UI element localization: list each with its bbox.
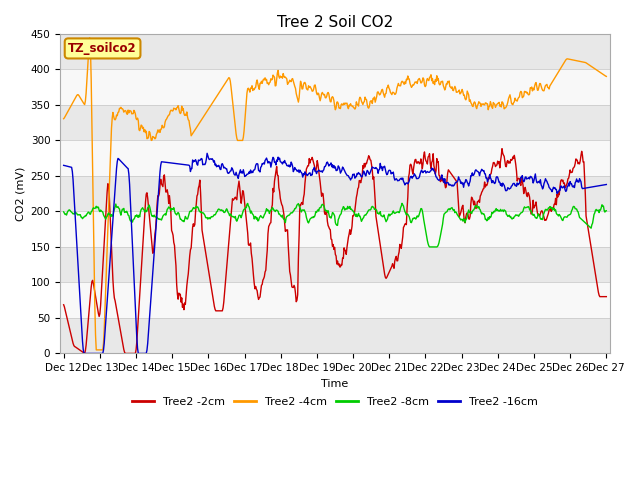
Text: TZ_soilco2: TZ_soilco2 [68, 42, 137, 55]
Bar [60, 176, 610, 211]
X-axis label: Time: Time [321, 379, 349, 389]
Bar [60, 211, 610, 247]
Bar [60, 141, 610, 176]
Bar [60, 34, 610, 70]
Bar [60, 282, 610, 318]
Title: Tree 2 Soil CO2: Tree 2 Soil CO2 [277, 15, 393, 30]
Bar [60, 105, 610, 141]
Bar [60, 247, 610, 282]
Bar [60, 318, 610, 353]
Legend: Tree2 -2cm, Tree2 -4cm, Tree2 -8cm, Tree2 -16cm: Tree2 -2cm, Tree2 -4cm, Tree2 -8cm, Tree… [127, 393, 543, 412]
Bar [60, 70, 610, 105]
Y-axis label: CO2 (mV): CO2 (mV) [15, 167, 25, 221]
